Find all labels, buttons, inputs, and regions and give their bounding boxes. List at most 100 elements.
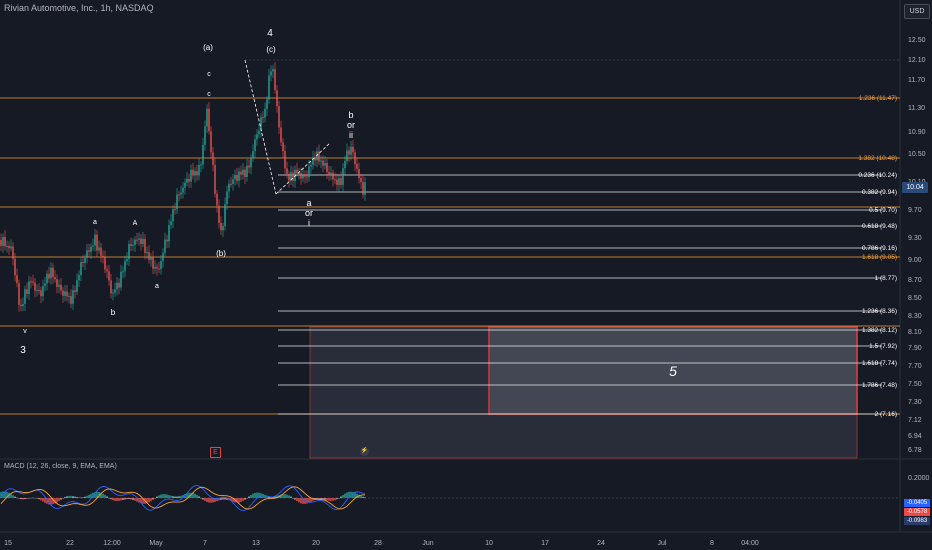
- macd-histogram-bar: [200, 497, 202, 499]
- candle-body: [178, 194, 180, 196]
- macd-histogram-bar: [306, 498, 308, 504]
- macd-histogram-bar: [18, 498, 20, 499]
- candle-body: [120, 271, 122, 288]
- candle-body: [328, 171, 330, 176]
- candle-body: [246, 165, 248, 177]
- candle-body: [54, 277, 56, 280]
- macd-histogram-bar: [304, 498, 306, 504]
- macd-histogram-bar: [262, 493, 264, 498]
- candle-body: [96, 234, 98, 251]
- candle-body: [134, 239, 136, 245]
- candle-body: [342, 168, 344, 185]
- candle-body: [104, 257, 106, 270]
- price-tick-label: 7.50: [908, 381, 922, 388]
- candle-body: [302, 174, 304, 179]
- candle-body: [230, 183, 232, 185]
- macd-histogram-bar: [248, 496, 250, 498]
- macd-histogram-bar: [250, 494, 252, 498]
- candle-body: [168, 225, 170, 242]
- candle-body: [322, 160, 324, 166]
- candle-body: [290, 172, 292, 181]
- macd-histogram-bar: [154, 498, 156, 499]
- candle-body: [24, 289, 26, 304]
- news-event-icon[interactable]: ⚡: [360, 447, 369, 456]
- candle-body: [86, 250, 88, 258]
- candle-body: [224, 204, 226, 227]
- macd-histogram-bar: [166, 494, 168, 498]
- candle-body: [284, 151, 286, 169]
- candle-body: [208, 108, 210, 132]
- candle-body: [276, 90, 278, 107]
- candle-body: [348, 150, 350, 155]
- candle-body: [12, 246, 14, 259]
- candle-body: [196, 171, 198, 176]
- candle-body: [78, 274, 80, 281]
- macd-histogram-bar: [60, 498, 62, 500]
- wave-label-5: 5: [669, 363, 677, 379]
- macd-histogram-bar: [322, 498, 324, 500]
- macd-histogram-bar: [10, 493, 12, 498]
- macd-histogram-bar: [140, 498, 142, 504]
- earnings-event-icon[interactable]: E: [210, 447, 221, 458]
- macd-histogram-bar: [72, 496, 74, 498]
- candle-body: [346, 150, 348, 161]
- macd-histogram-bar: [324, 498, 326, 500]
- candle-body: [28, 281, 30, 295]
- candle-body: [88, 250, 90, 252]
- macd-histogram-bar: [90, 493, 92, 498]
- candle-body: [238, 171, 240, 181]
- macd-histogram-bar: [268, 496, 270, 498]
- price-tick-label: 9.30: [908, 235, 922, 242]
- price-tick-label: 8.50: [908, 295, 922, 302]
- candle-body: [296, 169, 298, 174]
- candle-body: [148, 252, 150, 260]
- macd-histogram-bar: [290, 496, 292, 498]
- candle-body: [242, 169, 244, 175]
- time-tick-label: 13: [252, 540, 260, 547]
- macd-histogram-bar: [146, 498, 148, 504]
- last-price-tag: 10.04: [902, 182, 928, 193]
- candle-body: [140, 238, 142, 244]
- candle-body: [180, 192, 182, 195]
- macd-histogram-bar: [178, 496, 180, 498]
- candle-body: [112, 292, 114, 294]
- candle-body: [298, 172, 300, 174]
- candle-body: [252, 151, 254, 159]
- candle-body: [266, 99, 268, 109]
- price-tick-label: 6.94: [908, 433, 922, 440]
- macd-histogram-bar: [182, 494, 184, 498]
- candle-body: [132, 244, 134, 246]
- candle-body: [106, 269, 108, 272]
- time-tick-label: 28: [374, 540, 382, 547]
- candle-body: [294, 169, 296, 181]
- candle-body: [2, 236, 4, 246]
- currency-button[interactable]: USD: [904, 4, 930, 19]
- candle-body: [356, 164, 358, 169]
- candle-body: [36, 290, 38, 292]
- candle-body: [18, 283, 20, 305]
- macd-histogram-bar: [294, 498, 296, 500]
- candle-body: [76, 280, 78, 292]
- macd-histogram-bar: [242, 498, 244, 501]
- extension-label: 1.236 (11.47): [859, 95, 897, 102]
- candle-body: [138, 238, 140, 240]
- macd-histogram-bar: [232, 498, 234, 502]
- macd-histogram-bar: [82, 497, 84, 498]
- wave-label-c-upper: c: [207, 71, 211, 78]
- macd-histogram-bar: [26, 498, 28, 499]
- macd-histogram-bar: [344, 493, 346, 498]
- candle-body: [80, 262, 82, 275]
- candle-body: [98, 247, 100, 251]
- macd-histogram-bar: [48, 498, 50, 505]
- candle-body: [62, 290, 64, 296]
- candle-body: [170, 221, 172, 226]
- macd-histogram-bar: [362, 496, 364, 498]
- candle-body: [358, 168, 360, 179]
- macd-histogram-bar: [246, 498, 248, 499]
- candle-body: [320, 160, 322, 162]
- candle-body: [300, 172, 302, 179]
- macd-histogram-bar: [16, 497, 18, 499]
- fib-label: 1.5 (7.92): [869, 343, 897, 350]
- candle-body: [280, 127, 282, 143]
